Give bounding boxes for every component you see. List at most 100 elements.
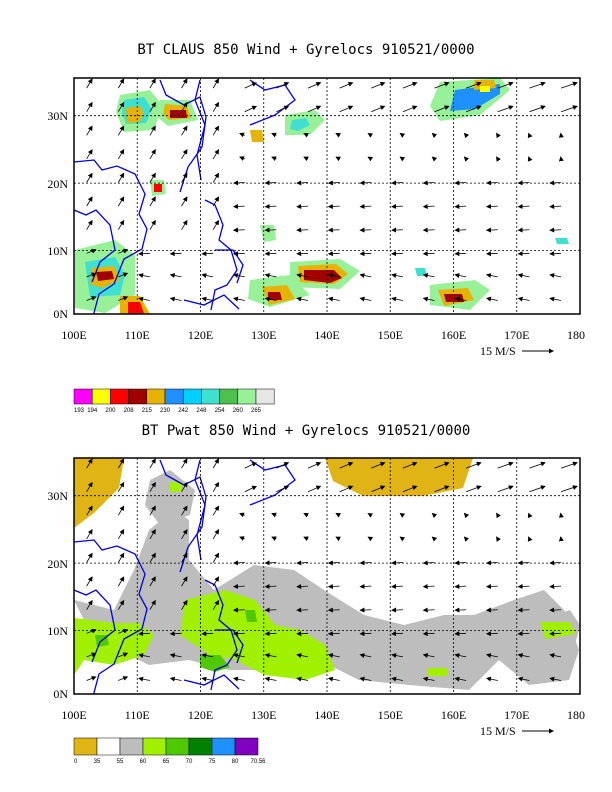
wind-arrow: [118, 296, 129, 301]
colorbar-swatch: [73, 737, 98, 756]
wind-arrow: [339, 81, 354, 89]
wind-arrow: [212, 481, 220, 492]
wind-arrow: [399, 512, 406, 518]
wind-arrow: [517, 273, 530, 278]
wind-arrow: [86, 101, 93, 112]
lon-label: 140E: [314, 708, 339, 722]
colorbar-label: 265: [251, 408, 262, 414]
wind-arrow: [454, 296, 467, 302]
wind-arrow: [359, 273, 372, 278]
colorbar-swatch: [110, 388, 129, 405]
wind-arrow: [232, 560, 245, 566]
wind-arrow: [327, 583, 340, 589]
lon-label: 110E: [125, 708, 150, 722]
wind-arrow: [212, 172, 220, 183]
wind-arrow: [138, 296, 150, 302]
wind-arrow: [169, 653, 182, 658]
wind-arrow: [118, 272, 129, 278]
wind-arrow: [181, 125, 188, 136]
colorbar-label: 35: [94, 759, 101, 765]
wind-arrow: [359, 560, 372, 566]
wind-arrow: [296, 676, 309, 682]
wind-arrow: [244, 462, 258, 469]
wind-arrow: [86, 248, 97, 254]
wind-arrow: [359, 583, 372, 589]
wind-arrow: [327, 631, 340, 637]
wind-arrow: [117, 552, 125, 563]
wind-arrow: [391, 607, 403, 613]
lon-label: 100E: [61, 328, 86, 342]
wind-arrow: [264, 560, 277, 566]
wind-arrow: [371, 105, 386, 113]
wind-arrow: [86, 149, 93, 160]
wind-arrow: [359, 676, 372, 682]
wind-arrow: [296, 203, 309, 209]
wind-arrow: [149, 481, 156, 492]
wind-arrow: [517, 251, 530, 257]
lon-label: 150E: [378, 328, 403, 342]
wind-arrow: [359, 251, 372, 257]
wind-arrow: [239, 132, 245, 138]
wind-arrow: [517, 607, 530, 613]
wind-arrow: [201, 296, 214, 302]
wind-arrow: [549, 203, 562, 209]
wind-arrow: [181, 576, 188, 587]
wind-arrow: [527, 512, 533, 519]
colorbar-swatch: [255, 388, 275, 405]
wind-arrow: [212, 196, 220, 207]
wind-arrow: [485, 273, 498, 278]
wind-arrow: [239, 156, 245, 161]
wind-arrow: [201, 676, 214, 682]
wind-arrow: [149, 219, 156, 230]
wind-arrow: [517, 227, 530, 233]
wind-arrow: [181, 529, 188, 540]
top-map-frame: [73, 77, 581, 315]
wind-arrow: [485, 653, 498, 658]
wind-arrow: [391, 560, 403, 566]
top-vector-scale: 15 M/S: [480, 344, 554, 358]
colorbar-label: 60: [140, 759, 147, 765]
wind-arrow: [296, 607, 309, 613]
lon-label: 100E: [61, 708, 86, 722]
wind-arrow: [529, 81, 546, 89]
wind-arrow: [485, 583, 498, 589]
wind-arrow: [497, 81, 514, 89]
wind-arrow: [149, 552, 156, 563]
wind-arrow: [149, 149, 156, 160]
wind-arrow: [485, 676, 498, 682]
wind-arrow: [549, 631, 562, 637]
wind-arrow: [402, 81, 418, 89]
wind-arrow: [367, 156, 374, 162]
wind-arrow: [181, 149, 188, 160]
wind-arrow: [86, 505, 93, 516]
colorbar-label: 70.56: [250, 759, 266, 765]
wind-arrow: [117, 149, 125, 160]
wind-arrow: [169, 676, 182, 682]
wind-arrow: [517, 631, 530, 637]
wind-arrow: [402, 461, 418, 469]
wind-arrow: [169, 631, 182, 637]
wind-arrow: [232, 676, 245, 682]
wind-arrow: [86, 652, 97, 658]
colorbar-label: 230: [160, 408, 171, 414]
lon-label: 130E: [251, 328, 276, 342]
wind-arrow: [117, 458, 125, 469]
wind-arrow: [463, 512, 470, 519]
wind-arrow: [86, 599, 93, 610]
wind-arrow: [485, 607, 498, 613]
wind-arrow: [86, 458, 93, 469]
colorbar-label: 0: [74, 759, 78, 765]
wind-arrow: [86, 628, 97, 634]
colorbar-label: 254: [215, 408, 226, 414]
wind-arrow: [327, 607, 340, 613]
wind-arrow: [399, 156, 406, 162]
wind-arrow: [359, 631, 372, 637]
wind-arrow: [399, 132, 406, 138]
wind-arrow: [117, 481, 125, 492]
wind-arrow: [485, 631, 498, 637]
wind-arrow: [303, 536, 309, 542]
top-colorbar: 193 194 200 208 215 230 242 248 254 260 265: [73, 388, 275, 414]
wind-arrow: [86, 552, 93, 563]
wind-arrow: [181, 481, 188, 492]
wind-arrow: [466, 81, 482, 89]
